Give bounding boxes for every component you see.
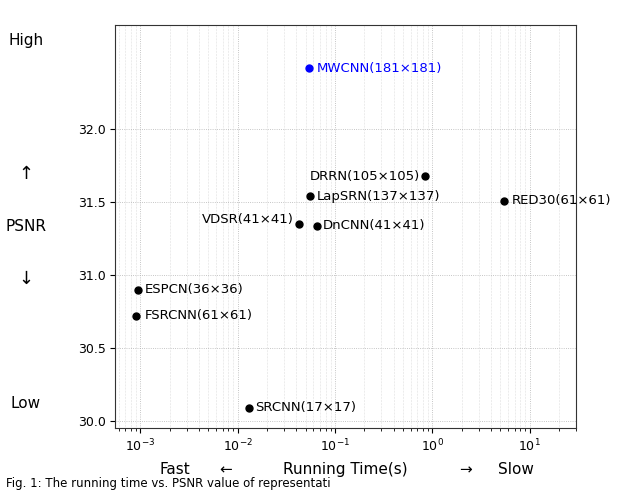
Text: Fig. 1: The running time vs. PSNR value of representati: Fig. 1: The running time vs. PSNR value … bbox=[6, 477, 331, 490]
Text: DRRN(105×105): DRRN(105×105) bbox=[310, 170, 420, 183]
Text: Running Time(s): Running Time(s) bbox=[284, 462, 408, 477]
Text: Low: Low bbox=[10, 397, 41, 411]
Text: →: → bbox=[459, 462, 472, 477]
Text: MWCNN(181×181): MWCNN(181×181) bbox=[317, 62, 442, 75]
Text: ←: ← bbox=[220, 462, 232, 477]
Text: SRCNN(17×17): SRCNN(17×17) bbox=[255, 401, 356, 414]
Text: PSNR: PSNR bbox=[5, 219, 46, 234]
Text: ESPCN(36×36): ESPCN(36×36) bbox=[145, 283, 243, 296]
Text: ↓: ↓ bbox=[18, 270, 33, 288]
Text: ↑: ↑ bbox=[18, 165, 33, 183]
Text: DnCNN(41×41): DnCNN(41×41) bbox=[323, 219, 426, 232]
Text: Slow: Slow bbox=[498, 462, 534, 477]
Text: LapSRN(137×137): LapSRN(137×137) bbox=[317, 190, 440, 203]
Text: FSRCNN(61×61): FSRCNN(61×61) bbox=[145, 309, 253, 322]
Text: High: High bbox=[8, 33, 43, 48]
Text: RED30(61×61): RED30(61×61) bbox=[511, 194, 611, 207]
Text: VDSR(41×41): VDSR(41×41) bbox=[202, 213, 294, 226]
Text: Fast: Fast bbox=[160, 462, 191, 477]
